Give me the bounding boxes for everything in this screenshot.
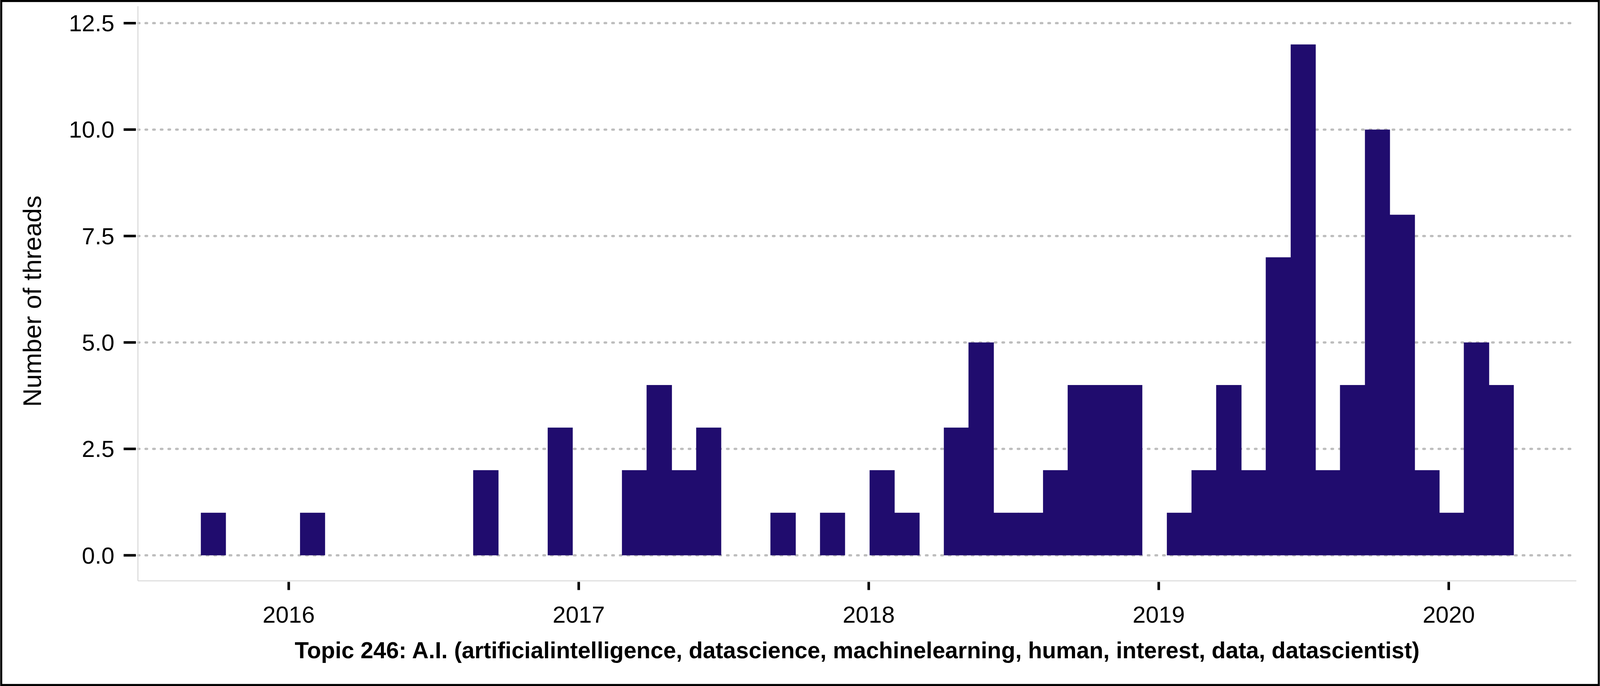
bar [671,469,697,556]
y-tick-label: 0.0 [82,542,115,569]
grid-line [137,341,1577,344]
bar [1463,342,1490,556]
x-tick [287,581,291,590]
bar [1265,257,1292,555]
bar [646,384,672,556]
y-tick-label: 7.5 [82,223,115,250]
bar [1166,512,1192,556]
bar [844,554,870,556]
y-tick-label: 5.0 [82,329,115,356]
y-tick [123,21,136,25]
bar [1364,129,1390,556]
x-tick [1157,581,1161,590]
x-tick-label: 2018 [842,601,895,628]
y-tick [123,341,136,344]
bar [745,554,771,556]
y-tick-label: 10.0 [68,116,115,143]
bar [547,427,573,556]
x-tick-label: 2020 [1422,601,1475,628]
bar [621,469,647,556]
bar [1315,469,1341,556]
chart: 0.0 2.5 5.0 7.5 10.0 12.5 2016 2017 2018 2019 2020… [0,0,1600,686]
bar [1141,554,1168,556]
bar [572,554,598,556]
x-tick [577,581,581,590]
bar [398,554,425,556]
bar [1042,469,1068,556]
bar [596,554,623,556]
bar [1191,469,1217,556]
bar [1067,384,1093,556]
bar [1216,384,1242,556]
x-axis-line [137,580,1577,582]
y-tick [123,447,136,450]
x-tick-label: 2017 [552,601,606,628]
bar [473,469,499,556]
bar [1241,469,1267,556]
bar [1488,384,1514,556]
grid-line [137,128,1577,131]
bar [374,554,400,556]
bar [1389,214,1415,555]
x-tick [1447,581,1451,590]
bar [720,554,747,556]
bar [200,512,226,556]
title: Topic 246: A.I. (artificialintelligence,… [294,637,1420,663]
border [1,1,1599,685]
bar [869,469,895,556]
y-tick-label: 12.5 [68,10,115,37]
bar [1092,384,1118,556]
bar [275,554,301,556]
y-axis-label: Number of threads [17,195,47,407]
x-tick-label: 2016 [262,601,315,628]
bar [943,427,969,556]
bar [250,554,276,556]
y-tick [123,234,136,238]
bar [300,512,325,556]
bar [795,554,821,556]
bar [1117,384,1143,556]
x-tick-label: 2019 [1132,601,1186,628]
bar [448,554,474,556]
grid-line [137,21,1577,25]
bars [200,44,1514,556]
bar [696,427,722,556]
bar [770,512,796,556]
bar [1339,384,1366,556]
bar [819,512,845,556]
y-axis-line [137,6,139,581]
bar [225,554,251,556]
bar [968,342,994,556]
bar [1439,512,1465,556]
bar [423,554,449,556]
bar [919,554,945,556]
bar [1017,512,1044,556]
y-tick-label: 2.5 [82,435,115,462]
bar [1414,469,1440,556]
bar [522,554,549,556]
y-tick [123,128,136,131]
bar [349,554,375,556]
grid-line [137,234,1577,238]
bar [894,512,920,556]
bar [498,554,524,556]
bar [1290,44,1316,556]
bar [324,554,350,556]
x-tick [867,581,871,590]
y-tick [123,553,136,557]
bar [993,512,1019,556]
